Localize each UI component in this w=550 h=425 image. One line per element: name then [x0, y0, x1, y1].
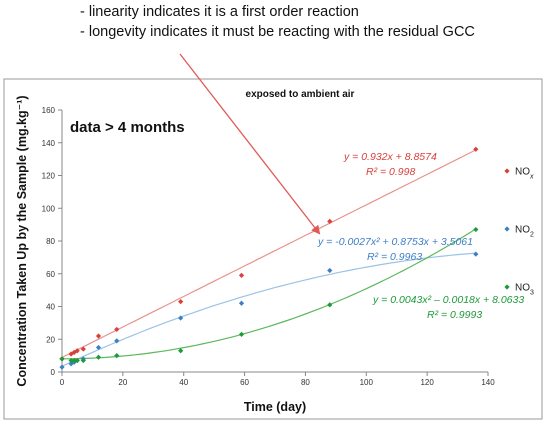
y-tick-label: 20	[46, 335, 55, 344]
no3-point	[59, 356, 65, 362]
callout-label: data > 4 months	[70, 119, 185, 136]
nox-point	[74, 348, 80, 354]
no2-point	[59, 364, 65, 370]
x-ticks: 0 20 40 60 80 100 120 140	[60, 372, 495, 387]
chart-border	[3, 78, 543, 420]
nox-trendline	[61, 149, 477, 359]
note-line-linearity: - linearity indicates it is a first orde…	[80, 4, 359, 20]
no3-point	[80, 357, 86, 364]
nox-point	[238, 272, 245, 278]
trendlines	[61, 149, 477, 367]
no3-point	[114, 353, 120, 359]
no2-point	[473, 251, 479, 257]
no2-legend-label: NO2	[515, 225, 534, 239]
no3-point	[71, 357, 77, 364]
no2-point	[178, 315, 184, 321]
nox-equation: y = 0.932x + 8.8574	[343, 151, 437, 163]
x-axis-title: Time (day)	[244, 400, 306, 414]
y-tick-label: 40	[46, 303, 55, 312]
annotation-arrow	[179, 53, 321, 235]
y-tick-label: 120	[42, 172, 56, 181]
y-tick-label: 0	[51, 368, 56, 377]
no3-point	[74, 357, 80, 364]
y-tick-label: 80	[46, 237, 55, 246]
no3-legend-marker	[504, 284, 510, 290]
nox-legend-label: NOx	[515, 167, 534, 181]
note-line-longevity: - longevity indicates it must be reactin…	[80, 24, 475, 40]
y-tick-label: 160	[42, 106, 56, 115]
no2-point	[238, 300, 245, 306]
no3-point	[473, 226, 479, 233]
y-axis-title: Concentration Taken Up by the Sample (mg…	[15, 95, 29, 386]
no2-point	[95, 344, 102, 351]
y-tick-label: 100	[42, 204, 56, 213]
x-tick-label: 40	[179, 378, 188, 387]
no3-point	[238, 331, 245, 337]
nox-point	[114, 326, 120, 333]
no3-point	[95, 354, 102, 360]
y-tick-label: 140	[42, 139, 56, 148]
chart-title: exposed to ambient air	[246, 89, 355, 100]
x-tick-label: 140	[481, 378, 495, 387]
nox-r2: R² = 0.998	[366, 166, 415, 178]
nox-point	[71, 349, 77, 355]
no2-point	[114, 338, 120, 344]
y-ticks: 0 20 40 60 80 100 120 140 160	[42, 106, 62, 377]
y-tick-label: 60	[46, 270, 55, 279]
nox-point	[80, 346, 86, 352]
nox-legend-marker	[504, 168, 510, 174]
legend: NOx NO2 NO3	[504, 167, 534, 297]
x-tick-label: 120	[420, 378, 434, 387]
nox-point	[327, 218, 333, 224]
x-tick-label: 100	[360, 378, 374, 387]
data-points	[59, 146, 479, 370]
no3-trendline	[62, 228, 477, 360]
no3-point	[68, 357, 74, 364]
x-tick-label: 60	[240, 378, 249, 387]
nox-point	[473, 146, 479, 152]
no3-point	[327, 302, 333, 308]
no3-point	[178, 348, 184, 354]
nox-point	[95, 333, 102, 339]
notes-block: - linearity indicates it is a first orde…	[80, 2, 475, 42]
nox-point	[68, 351, 74, 357]
no3-r2: R² = 0.9993	[427, 309, 482, 321]
nox-point	[178, 298, 184, 305]
no3-equation: y = 0.0043x² – 0.0018x + 8.0633	[372, 294, 524, 306]
x-tick-label: 20	[118, 378, 127, 387]
no2-equation: y = -0.0027x² + 0.8753x + 3.5061	[317, 236, 473, 248]
no2-trendline	[61, 252, 476, 367]
no2-point	[327, 267, 333, 274]
no2-r2: R² = 0.9963	[367, 251, 422, 263]
no3-legend-label: NO3	[515, 283, 534, 297]
no2-legend-marker	[504, 226, 510, 232]
x-tick-label: 80	[301, 378, 310, 387]
x-tick-label: 0	[60, 378, 65, 387]
